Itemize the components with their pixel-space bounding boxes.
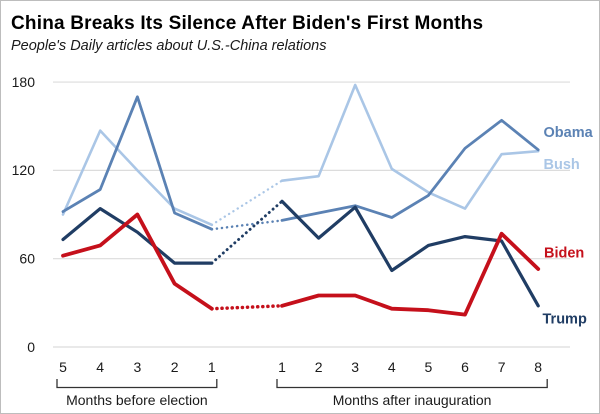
bracket-before-election <box>56 379 218 389</box>
chart-title: China Breaks Its Silence After Biden's F… <box>11 13 484 34</box>
series-line-obama <box>280 118 540 222</box>
x-tick-label: 7 <box>498 359 506 375</box>
x-tick-label: 5 <box>59 359 67 375</box>
series-line-obama <box>61 95 214 231</box>
y-tick-label: 60 <box>19 250 35 266</box>
x-group-label: Months after inauguration <box>333 392 492 408</box>
x-tick-label: 1 <box>278 359 286 375</box>
series-gap-dotted-trump <box>210 199 284 265</box>
x-group-label: Months before election <box>66 392 208 408</box>
chart-subtitle: People's Daily articles about U.S.-China… <box>11 38 327 54</box>
y-tick-label: 120 <box>12 162 36 178</box>
x-tick-label: 2 <box>171 359 179 375</box>
x-tick-label: 5 <box>425 359 433 375</box>
x-tick-label: 6 <box>461 359 469 375</box>
series-line-biden <box>280 231 541 317</box>
series-line-bush <box>61 129 214 227</box>
series-label-trump: Trump <box>543 312 587 328</box>
series-gap-dotted-obama <box>210 219 284 231</box>
y-tick-label: 0 <box>27 339 35 355</box>
series-gap-dotted-biden <box>210 304 284 311</box>
series-line-trump <box>61 207 214 265</box>
series-line-bush <box>280 83 540 210</box>
series-label-bush: Bush <box>544 157 580 173</box>
x-tick-label: 4 <box>96 359 104 375</box>
x-tick-label: 1 <box>208 359 216 375</box>
series-label-biden: Biden <box>544 246 584 262</box>
series-line-biden <box>61 212 214 311</box>
series-gap-dotted-bush <box>210 179 284 226</box>
x-tick-label: 3 <box>134 359 142 375</box>
series-line-trump <box>280 199 540 308</box>
bracket-after-inauguration <box>276 379 548 389</box>
series-label-obama: Obama <box>544 125 594 141</box>
x-tick-label: 3 <box>351 359 359 375</box>
x-tick-label: 8 <box>534 359 542 375</box>
y-tick-label: 180 <box>12 74 36 90</box>
x-tick-label: 4 <box>388 359 396 375</box>
x-tick-label: 2 <box>315 359 323 375</box>
